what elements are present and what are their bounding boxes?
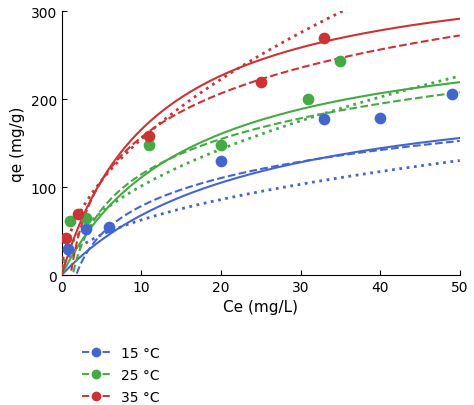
Point [62, 235, 69, 242]
Point [217, 142, 225, 149]
Point [82, 215, 89, 222]
Point [337, 59, 344, 65]
Point [74, 211, 82, 217]
Point [448, 92, 456, 98]
Legend: 15 °C, 25 °C, 35 °C: 15 °C, 25 °C, 35 °C [76, 340, 165, 405]
Point [320, 117, 328, 123]
Point [106, 224, 113, 230]
Point [376, 116, 384, 122]
Point [305, 97, 312, 103]
Point [320, 35, 328, 42]
Point [64, 246, 72, 252]
Point [66, 218, 73, 224]
Point [146, 142, 153, 149]
Point [257, 79, 264, 85]
Y-axis label: qe (mg/g): qe (mg/g) [10, 106, 25, 181]
Point [82, 226, 89, 233]
Point [146, 134, 153, 140]
Point [217, 158, 225, 164]
X-axis label: Ce (mg/L): Ce (mg/L) [223, 300, 298, 315]
